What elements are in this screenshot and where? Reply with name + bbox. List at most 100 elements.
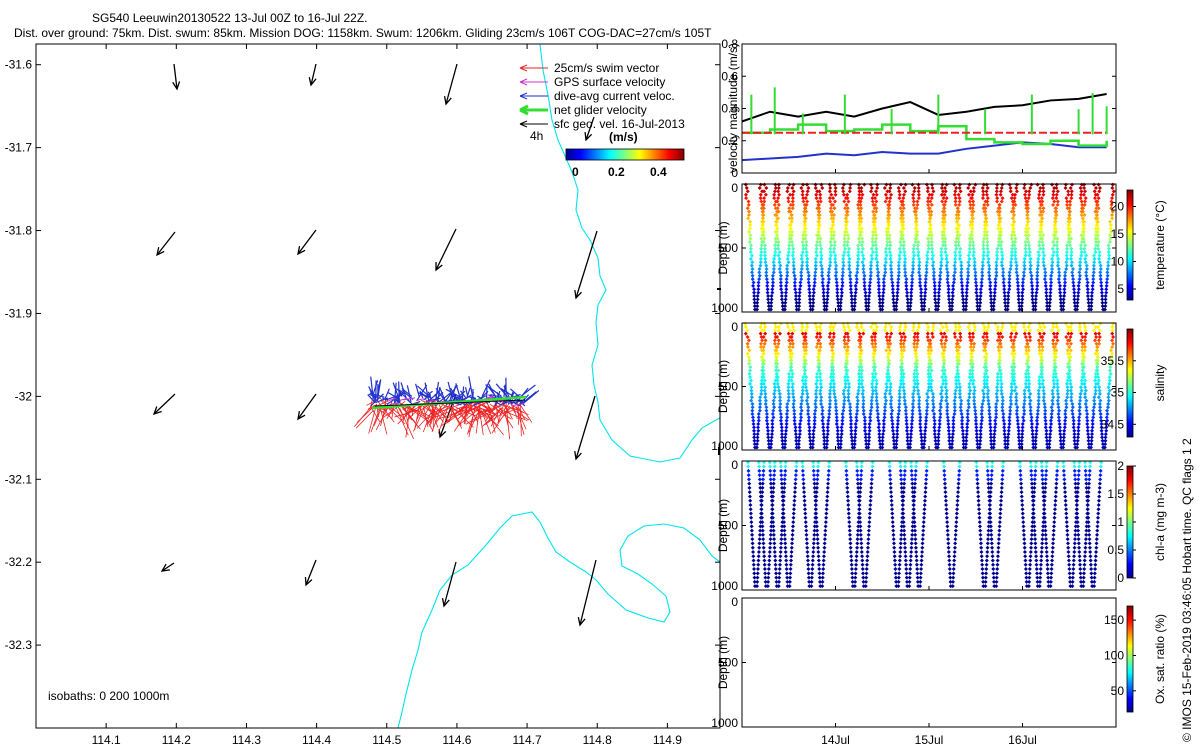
profile-sample [757, 408, 762, 413]
profile-sample [1024, 361, 1029, 366]
profile-sample [1003, 442, 1008, 447]
profile-sample [919, 432, 924, 437]
profile-sample [1066, 192, 1071, 197]
profile-sample [1058, 283, 1063, 288]
profile-sample [815, 206, 820, 211]
profile-sample [808, 438, 813, 443]
profile-sample [812, 425, 817, 430]
profile-sample [896, 579, 901, 584]
profile-sample [846, 502, 851, 507]
profile-sample [822, 541, 827, 546]
profile-sample [1089, 435, 1094, 440]
profile-sample [957, 250, 962, 255]
profile-sample [769, 297, 774, 302]
profile-sample [875, 266, 880, 271]
profile-sample [1086, 435, 1091, 440]
profile-sample [750, 408, 755, 413]
profile-sample [797, 304, 802, 309]
profile-sample [1000, 395, 1005, 400]
profile-sample [984, 351, 989, 356]
swim-vector [468, 408, 481, 433]
profile-sample [824, 307, 829, 312]
profile-sample [804, 250, 809, 255]
profile-sample [984, 381, 989, 386]
profile-sample [811, 428, 816, 433]
profile-sample [1049, 273, 1054, 278]
profile-sample [941, 223, 946, 228]
profile-sample [856, 253, 861, 258]
profile-sample [830, 226, 835, 231]
profile-sample [961, 307, 966, 312]
profile-sample [967, 192, 972, 197]
profile-sample [864, 571, 869, 576]
profile-sample [1056, 328, 1061, 333]
profile-sample [749, 524, 754, 529]
profile-sample [787, 345, 792, 350]
profile-sample [1013, 239, 1018, 244]
profile-sample [776, 246, 781, 251]
profile-sample [903, 335, 908, 340]
profile-sample [822, 442, 827, 447]
geo-velocity-arrow [156, 231, 176, 257]
profile-sample [1091, 263, 1096, 268]
swim-vector [468, 402, 474, 414]
profile-sample [1006, 300, 1011, 305]
profile-sample [888, 385, 893, 390]
profile-sample [883, 260, 888, 265]
profile-sample [1061, 445, 1066, 450]
profile-sample [778, 277, 783, 282]
profile-sample [884, 253, 889, 258]
profile-sample [871, 358, 876, 363]
profile-sample [956, 328, 961, 333]
profile-sample [812, 277, 817, 282]
profile-sample [751, 280, 756, 285]
profile-sample [970, 209, 975, 214]
profile-sample [1024, 375, 1029, 380]
profile-sample [805, 549, 810, 554]
profile-sample [959, 277, 964, 282]
profile-sample [819, 401, 824, 406]
profile-sample [768, 541, 773, 546]
profile-sample [917, 398, 922, 403]
profile-sample [788, 223, 793, 228]
profile-sample [916, 186, 921, 191]
profile-sample [790, 381, 795, 386]
profile-sample [1068, 229, 1073, 234]
profile-sample [913, 226, 918, 231]
profile-sample [919, 287, 924, 292]
profile-sample [1096, 226, 1101, 231]
profile-sample [828, 328, 833, 333]
profile-sample [854, 464, 859, 469]
profile-sample [1041, 395, 1046, 400]
profile-sample [982, 331, 987, 336]
profile-sample [1057, 425, 1062, 430]
profile-sample [927, 358, 932, 363]
profile-sample [901, 226, 906, 231]
profile-sample [1035, 260, 1040, 265]
profile-sample [799, 186, 804, 191]
profile-sample [799, 408, 804, 413]
profile-sample [951, 428, 956, 433]
profile-sample [834, 418, 839, 423]
profile-sample [918, 418, 923, 423]
profile-sample [901, 348, 906, 353]
profile-sample [761, 371, 766, 376]
profile-sample [1011, 358, 1016, 363]
profile-sample [1022, 391, 1027, 396]
velocity-y-tick-label: 0.4 [721, 102, 738, 116]
profile-sample [852, 445, 857, 450]
profile-sample [1011, 368, 1016, 373]
profile-sample [750, 277, 755, 282]
profile-sample [789, 233, 794, 238]
profile-sample [805, 554, 810, 559]
profile-sample [980, 270, 985, 275]
profile-sample [998, 192, 1003, 197]
profile-sample [791, 520, 796, 525]
profile-sample [797, 432, 802, 437]
profile-sample [966, 253, 971, 258]
profile-sample [794, 438, 799, 443]
profile-sample [769, 528, 774, 533]
profile-sample [1076, 293, 1081, 298]
profile-sample [749, 388, 754, 393]
profile-sample [933, 435, 938, 440]
